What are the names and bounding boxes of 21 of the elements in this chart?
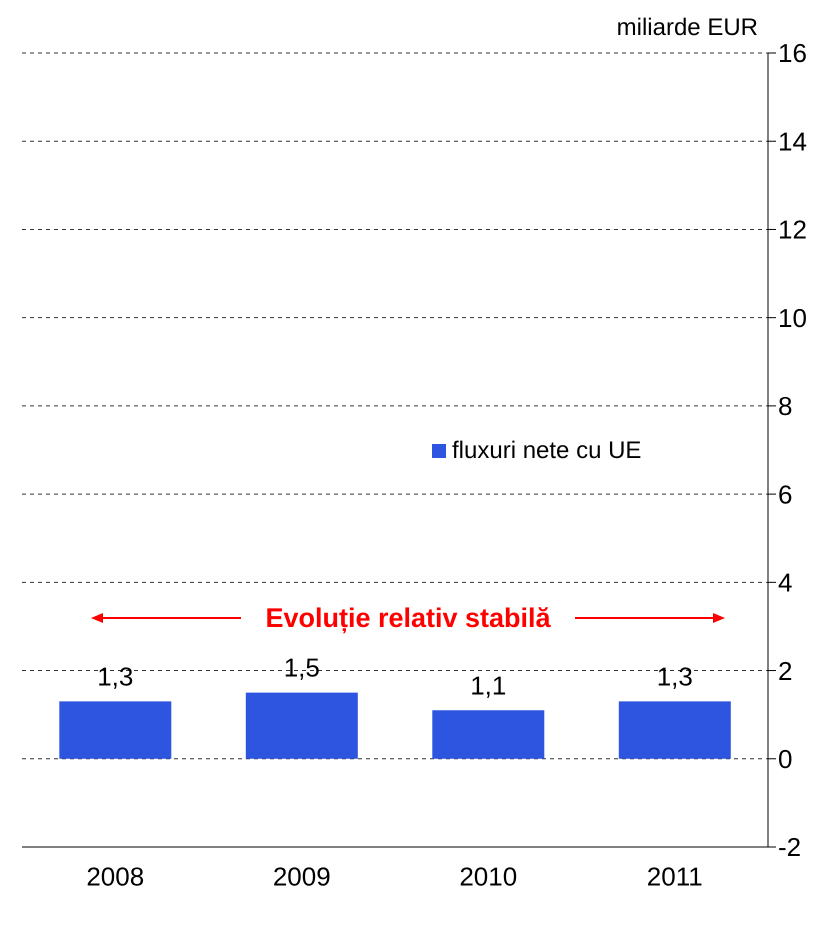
data-label: 1,3 [656, 661, 693, 692]
y-tick-label: -2 [778, 832, 802, 862]
legend-label: fluxuri nete cu UE [452, 436, 642, 465]
annotation: Evoluție relativ stabilă [261, 602, 555, 634]
data-label: 1,1 [470, 670, 506, 700]
y-tick-label: 14 [778, 126, 807, 156]
y-tick-label: 6 [778, 479, 792, 510]
x-tick-label: 2008 [86, 861, 144, 892]
y-tick-label: 0 [778, 744, 792, 774]
y-tick-label: 10 [778, 302, 807, 333]
data-label: 1,5 [284, 652, 320, 683]
data-label: 1,3 [97, 661, 134, 692]
x-tick-label: 2009 [272, 861, 331, 892]
y-tick-label: 2 [778, 656, 792, 686]
x-tick-label: 2011 [646, 861, 703, 892]
y-tick-label: 4 [778, 568, 792, 598]
y-tick-label: 12 [778, 214, 807, 245]
x-tick-label: 2010 [459, 861, 518, 892]
y-tick-label: 8 [778, 391, 792, 422]
y-tick-label: 16 [778, 38, 807, 68]
y-axis-title: miliarde EUR [616, 14, 758, 42]
